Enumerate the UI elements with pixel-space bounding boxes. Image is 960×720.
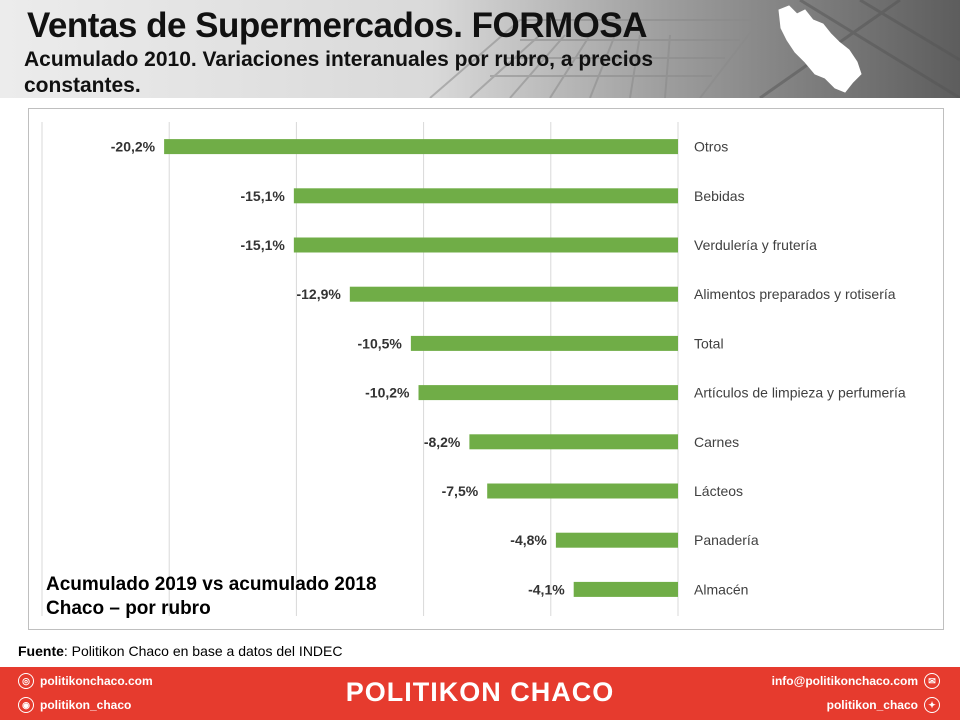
instagram-icon: ◉	[18, 697, 34, 713]
category-label-3: Alimentos preparados y rotisería	[694, 286, 896, 302]
header-banner: Ventas de Supermercados. FORMOSA Acumula…	[0, 0, 960, 98]
category-label-5: Artículos de limpieza y perfumería	[694, 385, 906, 401]
bar-3	[349, 286, 678, 302]
footer-brand: POLITIKON CHACO	[345, 677, 615, 707]
value-label-9: -4,1%	[528, 581, 565, 597]
footer-email-text: info@politikonchaco.com	[771, 674, 918, 688]
value-label-2: -15,1%	[240, 237, 285, 253]
shopping-cart-photo-texture	[429, 0, 960, 98]
value-label-1: -15,1%	[240, 188, 285, 204]
value-label-0: -20,2%	[111, 139, 156, 155]
footer-instagram-text: politikon_chaco	[40, 698, 132, 712]
value-label-4: -10,5%	[358, 335, 403, 351]
bar-4	[410, 335, 678, 351]
source-note: Fuente: Politikon Chaco en base a datos …	[18, 643, 343, 659]
chart-frame: -20,2% Otros -15,1% Bebidas -15,1% Verdulería…	[28, 108, 944, 630]
twitter-icon: ✦	[924, 697, 940, 713]
footer-website[interactable]: ◎ politikonchaco.com	[18, 673, 153, 689]
bar-6	[469, 434, 678, 450]
bar-8	[555, 532, 678, 548]
bar-2	[293, 237, 678, 253]
footer-twitter-text: politikon_chaco	[826, 698, 918, 712]
bar-5	[418, 385, 678, 401]
category-label-2: Verdulería y frutería	[694, 237, 817, 253]
value-label-8: -4,8%	[510, 532, 547, 548]
bar-1	[293, 188, 678, 204]
category-label-8: Panadería	[694, 532, 759, 548]
category-label-6: Carnes	[694, 434, 739, 450]
value-label-5: -10,2%	[365, 385, 410, 401]
bar-0	[164, 139, 678, 155]
footer-twitter[interactable]: politikon_chaco ✦	[827, 697, 940, 713]
category-label-0: Otros	[694, 139, 728, 155]
bar-chart: -20,2% Otros -15,1% Bebidas -15,1% Verdulería…	[41, 122, 906, 616]
page-title: Ventas de Supermercados. FORMOSA	[27, 6, 648, 45]
category-label-9: Almacén	[694, 581, 748, 597]
mail-icon: ✉	[924, 673, 940, 689]
footer-bar: ◎ politikonchaco.com ◉ politikon_chaco P…	[0, 667, 960, 720]
value-label-6: -8,2%	[424, 434, 461, 450]
category-label-7: Lácteos	[694, 483, 743, 499]
bar-7	[487, 483, 678, 499]
chart-note-line1: Acumulado 2019 vs acumulado 2018	[46, 574, 377, 595]
source-label: Fuente	[18, 643, 64, 659]
footer-instagram[interactable]: ◉ politikon_chaco	[18, 697, 131, 713]
formosa-map-icon	[778, 5, 862, 93]
globe-icon: ◎	[18, 673, 34, 689]
source-text: : Politikon Chaco en base a datos del IN…	[63, 643, 343, 659]
chart-note: Acumulado 2019 vs acumulado 2018 Chaco –…	[46, 573, 377, 621]
page-subtitle: Acumulado 2010. Variaciones interanuales…	[24, 48, 654, 97]
value-label-7: -7,5%	[442, 483, 479, 499]
bar-9	[573, 581, 678, 597]
chart-note-line2: Chaco – por rubro	[46, 598, 211, 619]
category-label-4: Total	[694, 335, 724, 351]
footer-email[interactable]: info@politikonchaco.com ✉	[772, 673, 940, 689]
footer-website-text: politikonchaco.com	[40, 674, 153, 688]
category-label-1: Bebidas	[694, 188, 745, 204]
value-label-3: -12,9%	[296, 286, 341, 302]
